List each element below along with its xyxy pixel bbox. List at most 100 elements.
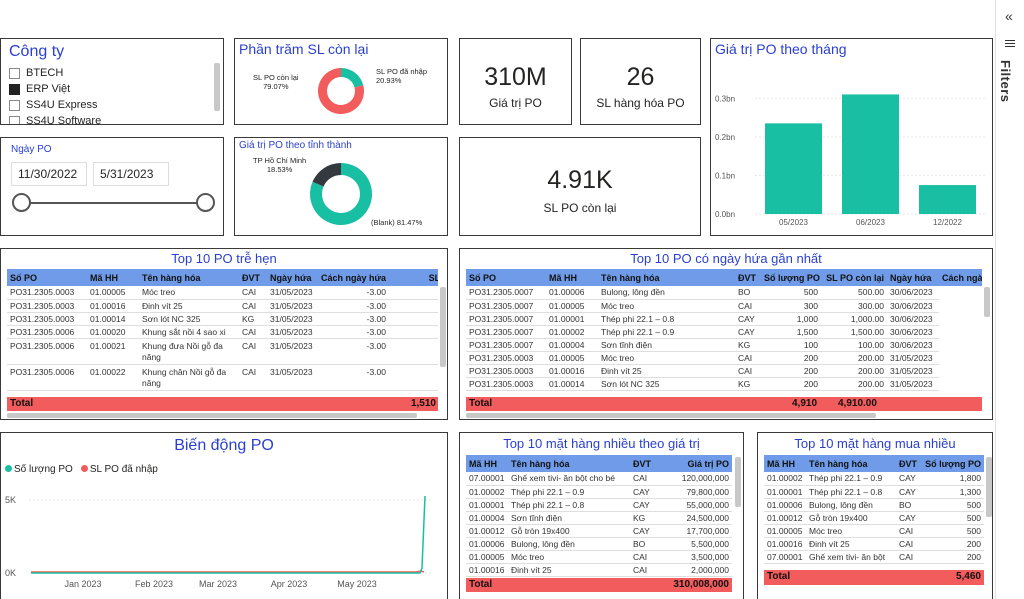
table-row[interactable]: PO31.2305.0006 01.00021 Khung đưa Nồi gỗ đ… — [7, 338, 438, 365]
table-row[interactable]: PO31.2305.0003 01.00005 Móc treo CAI 200 200.… — [466, 351, 982, 365]
table-row[interactable]: 01.00005 Móc treo CAI 500 — [764, 524, 984, 538]
column-header[interactable]: SL PO còn lại — [821, 269, 887, 286]
table-row[interactable]: PO31.2305.0007 01.00001 Thép phi 22.1 – 0.… — [466, 312, 982, 326]
column-header[interactable]: ĐVT — [735, 269, 761, 286]
qty-table-scrollbar[interactable] — [986, 457, 992, 517]
table-row[interactable]: PO31.2305.0006 01.00020 Khung sắt nồi 4 sa… — [7, 325, 438, 339]
table-row[interactable]: PO31.2305.0007 01.00004 Sơn tĩnh điện KG 100… — [466, 338, 982, 352]
column-header[interactable]: ĐVT — [896, 455, 922, 472]
table-cell: 01.00002 — [546, 325, 598, 339]
table-row[interactable]: 01.00012 Gỗ tròn 19x400 CAY 17,700,000 — [466, 524, 732, 538]
table-row[interactable]: 01.00002 Thép phi 22.1 – 0.9 CAY 79,800,000 — [466, 485, 732, 499]
column-header[interactable]: Cách ngày hứa — [317, 269, 389, 286]
table-row[interactable]: 01.00016 Đinh vít 25 CAI 200 — [764, 537, 984, 551]
table-cell: 01.00001 — [546, 312, 598, 326]
table-cell: PO31.2305.0003 — [466, 364, 546, 378]
late-table-hscroll[interactable] — [7, 413, 417, 418]
column-header[interactable]: ĐVT — [239, 269, 267, 286]
series-line-received[interactable] — [31, 570, 425, 573]
end-date-input[interactable]: 5/31/2023 — [93, 162, 169, 186]
table-row[interactable]: 01.00001 Thép phi 22.1 – 0.8 CAY 55,000,000 — [466, 498, 732, 512]
table-row[interactable]: 01.00012 Gỗ tròn 19x400 CAY 500 — [764, 511, 984, 525]
table-row[interactable]: PO31.2305.0007 01.00002 Thép phi 22.1 – 0.… — [466, 325, 982, 339]
table-row[interactable]: 07.00001 Ghế xem tivi- ăn bột cho bé CAI 12… — [466, 472, 732, 486]
column-header[interactable]: Mã HH — [546, 269, 598, 286]
column-header[interactable]: Giá trị PO — [658, 455, 732, 472]
filter-settings-icon[interactable] — [1005, 40, 1015, 47]
table-row[interactable]: PO31.2305.0003 01.00014 Sơn lót NC 325 KG 20… — [466, 377, 982, 391]
column-header[interactable]: Ngày hứa — [887, 269, 939, 286]
column-header[interactable]: Mã HH — [87, 269, 139, 286]
table-row[interactable]: PO31.2305.0007 01.00006 Bulong, lông đền BO… — [466, 286, 982, 300]
checkbox-icon[interactable] — [9, 67, 20, 79]
column-header[interactable]: Tên hàng hóa — [508, 455, 630, 472]
column-header[interactable]: Tên hàng hóa — [139, 269, 239, 286]
legend-item-po-received[interactable]: SL PO đã nhập — [80, 464, 158, 475]
column-header[interactable]: Số lượng PO — [761, 269, 821, 286]
near-table-scrollbar[interactable] — [984, 287, 990, 317]
table-row[interactable]: PO31.2305.0007 01.00005 Móc treo CAI 300 300.… — [466, 299, 982, 313]
column-header[interactable]: ĐVT — [630, 455, 658, 472]
table-cell: 500 — [761, 286, 821, 300]
column-header[interactable]: SL PO còn — [389, 269, 438, 286]
company-option[interactable]: SS4U Software — [9, 115, 101, 124]
bar[interactable] — [919, 185, 976, 214]
table-cell: CAI — [239, 299, 267, 313]
company-option[interactable]: SS4U Express — [9, 99, 98, 111]
series-line-po-qty[interactable] — [31, 495, 426, 574]
near-table-hscroll[interactable] — [466, 413, 876, 418]
company-option[interactable]: BTECH — [9, 67, 63, 79]
table-row[interactable]: 01.00004 Sơn tĩnh điện KG 24,500,000 — [466, 511, 732, 525]
table-row[interactable]: 01.00001 Thép phi 22.1 – 0.8 CAY 1,300 — [764, 485, 984, 499]
column-header[interactable]: Tên hàng hóa — [598, 269, 735, 286]
table-row[interactable]: PO31.2305.0006 01.00022 Khung chân Nồi gỗ … — [7, 364, 438, 391]
checkbox-icon[interactable] — [9, 115, 20, 124]
donut-slice[interactable] — [312, 163, 341, 187]
column-header[interactable]: Mã HH — [466, 455, 508, 472]
table-row[interactable]: PO31.2305.0003 01.00005 Móc treo CAI 31/05/2… — [7, 286, 438, 300]
company-option[interactable]: ERP Việt — [9, 83, 70, 95]
filters-label[interactable]: Filters — [998, 60, 1013, 103]
company-slicer-scrollbar[interactable] — [214, 63, 220, 111]
column-header[interactable]: Cách ngày — [939, 269, 982, 286]
table-cell: PO31.2305.0003 — [7, 286, 87, 300]
near-po-table: Số PO Mã HH Tên hàng hóa ĐVT Số lượng PO SL P… — [466, 269, 982, 391]
table-cell: 3,500,000 — [658, 550, 732, 564]
table-cell: Đinh vít 25 — [806, 537, 896, 551]
bar[interactable] — [842, 94, 899, 214]
bar[interactable] — [765, 123, 822, 214]
pct-left-value: 79.07% — [263, 82, 289, 91]
table-cell: 30/06/2023 — [887, 338, 939, 352]
date-range-end-handle[interactable] — [196, 193, 215, 212]
table-row[interactable]: 01.00005 Móc treo CAI 3,500,000 — [466, 550, 732, 564]
column-header[interactable]: Số lượng PO — [922, 455, 984, 472]
table-row[interactable]: 07.00001 Ghế xem tivi- ăn bột CAI 200 — [764, 550, 984, 564]
collapse-filters-icon[interactable]: « — [1005, 8, 1013, 24]
column-header[interactable]: Số PO — [7, 269, 87, 286]
table-row[interactable]: 01.00016 Đinh vít 25 CAI 2,000,000 — [466, 563, 732, 577]
table-row[interactable]: 01.00006 Bulong, lông đền BO 5,500,000 — [466, 537, 732, 551]
table-row[interactable]: 01.00002 Thép phi 22.1 – 0.9 CAY 1,800 — [764, 472, 984, 486]
late-table-scrollbar[interactable] — [440, 287, 446, 367]
column-header[interactable]: Tên hàng hóa — [806, 455, 896, 472]
table-row[interactable]: 01.00006 Bulong, lông đền BO 500 — [764, 498, 984, 512]
filters-pane[interactable]: « Filters — [995, 0, 1024, 599]
pct-left-name: SL PO còn lại — [253, 73, 299, 82]
table-row[interactable]: PO31.2305.0003 01.00016 Đinh vít 25 CAI 200 2… — [466, 364, 982, 378]
legend-item-po-qty[interactable]: Số lượng PO — [5, 464, 73, 475]
date-range-start-handle[interactable] — [12, 193, 31, 212]
table-row[interactable]: PO31.2305.0003 01.00014 Sơn lót NC 325 KG 31… — [7, 312, 438, 326]
table-cell: 01.00005 — [546, 299, 598, 313]
donut-slice[interactable] — [310, 163, 372, 225]
table-row[interactable]: PO31.2305.0003 01.00016 Đinh vít 25 CAI 31/0… — [7, 299, 438, 313]
donut-slice[interactable] — [341, 68, 364, 88]
value-table-scrollbar[interactable] — [735, 457, 741, 507]
donut-slice[interactable] — [318, 68, 364, 114]
column-header[interactable]: Số PO — [466, 269, 546, 286]
column-header[interactable]: Ngày hứa — [267, 269, 317, 286]
checkbox-icon[interactable] — [9, 99, 20, 111]
column-header[interactable]: Mã HH — [764, 455, 806, 472]
checkbox-icon[interactable] — [9, 83, 20, 95]
start-date-input[interactable]: 11/30/2022 — [11, 162, 87, 186]
table-cell: CAI — [239, 364, 267, 391]
